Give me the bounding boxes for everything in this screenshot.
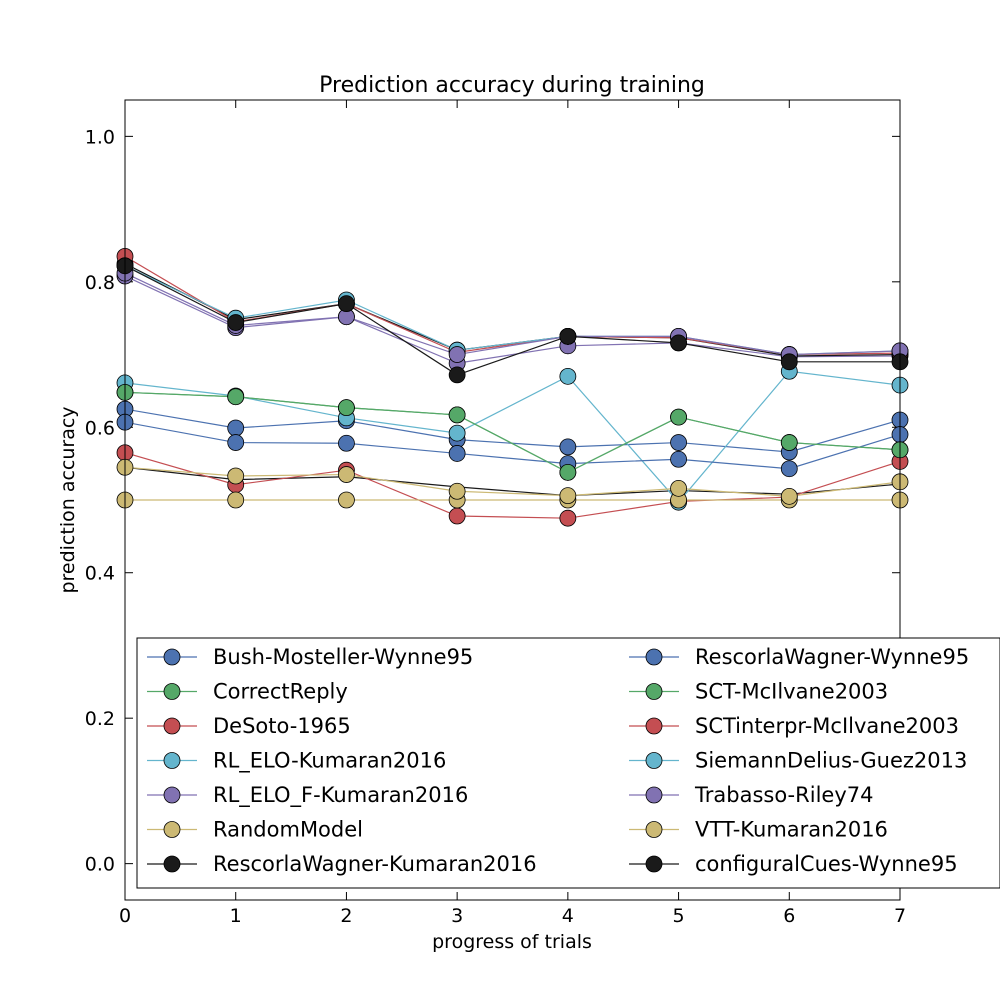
y-tick-label: 0.2 — [85, 708, 115, 730]
legend-marker — [163, 752, 181, 769]
x-tick-label: 1 — [230, 905, 242, 927]
data-point — [559, 327, 577, 345]
data-point — [448, 424, 466, 442]
x-axis-label: progress of trials — [432, 931, 592, 953]
series-line — [124, 265, 900, 376]
legend-label: Trabasso-Riley74 — [694, 783, 873, 807]
legend-marker — [163, 648, 181, 666]
x-tick-label: 6 — [783, 905, 795, 927]
data-point — [448, 445, 466, 462]
series-line — [124, 391, 901, 474]
series-line — [124, 255, 901, 356]
data-point — [448, 346, 466, 363]
data-point — [338, 466, 355, 483]
series-lines — [124, 255, 901, 519]
extra-series-line — [124, 466, 901, 497]
data-point — [670, 334, 687, 352]
y-tick-label: 0.4 — [85, 563, 115, 585]
y-tick-label: 0.0 — [85, 854, 115, 876]
legend-label: RandomModel — [213, 818, 363, 842]
data-point — [670, 434, 687, 451]
data-point — [227, 491, 245, 509]
plot-frame — [124, 99, 901, 901]
data-point — [670, 479, 687, 497]
data-point — [227, 314, 245, 331]
data-point — [448, 366, 466, 384]
data-point — [448, 406, 466, 424]
legend-marker — [645, 648, 663, 666]
legend-label: SCT-McIlvane2003 — [695, 680, 888, 704]
data-point — [780, 434, 798, 451]
legend-label: RescorlaWagner-Wynne95 — [695, 645, 969, 669]
x-tick-label: 3 — [451, 905, 463, 927]
data-point — [559, 463, 577, 481]
series-line — [124, 275, 901, 364]
data-point — [338, 434, 355, 452]
data-point — [338, 399, 355, 417]
legend: Bush-Mosteller-Wynne95 CorrectReply DeSoto… — [136, 637, 1000, 889]
legend-marker — [163, 786, 181, 804]
data-point — [227, 434, 245, 451]
legend-marker — [645, 786, 663, 804]
legend-label: configuralCues-Wynne95 — [695, 852, 958, 876]
legend-marker — [645, 752, 663, 769]
x-tick-label: 4 — [562, 905, 574, 927]
data-point — [670, 408, 687, 426]
legend-label: CorrectReply — [213, 680, 348, 704]
x-tick-label: 2 — [340, 905, 352, 927]
x-tick-label: 7 — [894, 905, 906, 927]
y-tick-label: 0.6 — [85, 417, 115, 439]
data-point — [559, 509, 577, 527]
legend-marker — [163, 855, 181, 873]
legend-label: RL_ELO-Kumaran2016 — [213, 749, 446, 774]
legend-label: SCTinterpr-McIlvane2003 — [695, 714, 959, 738]
legend-label: DeSoto-1965 — [213, 714, 351, 738]
legend-box — [136, 637, 1000, 889]
data-point — [448, 507, 466, 525]
legend-marker — [645, 855, 663, 873]
x-tick-label: 5 — [673, 905, 685, 927]
legend-label: SiemannDelius-Guez2013 — [695, 749, 967, 773]
series-line — [124, 265, 901, 356]
y-tick-label: 0.8 — [85, 272, 115, 294]
legend-marker — [645, 717, 663, 735]
legend-label: RescorlaWagner-Kumaran2016 — [213, 852, 537, 876]
legend-marker — [163, 683, 181, 700]
data-point — [559, 487, 577, 505]
y-tick-label: 1.0 — [85, 126, 115, 148]
series-markers — [116, 247, 909, 527]
data-point — [780, 460, 798, 478]
legend-label: VTT-Kumaran2016 — [695, 818, 888, 842]
legend-marker — [645, 821, 663, 838]
axis-ticks: 0 1 2 3 4 5 6 7 0.0 0.2 0.4 0.6 0.8 1.0 — [85, 100, 906, 927]
chart-title: Prediction accuracy during training — [319, 73, 705, 98]
legend-marker — [163, 821, 181, 838]
legend-marker — [645, 683, 663, 700]
data-point — [227, 467, 245, 485]
series-line — [124, 466, 901, 497]
series-line — [124, 421, 901, 470]
legend-marker — [163, 717, 181, 735]
data-point — [338, 491, 355, 509]
series-line — [124, 263, 901, 357]
data-point — [780, 353, 798, 371]
series-line — [124, 370, 901, 504]
legend-label: Bush-Mosteller-Wynne95 — [213, 645, 473, 669]
legend-label: RL_ELO_F-Kumaran2016 — [213, 783, 468, 808]
data-point — [559, 367, 577, 385]
y-axis-label: prediction accuracy — [57, 406, 79, 593]
x-tick-label: 0 — [119, 905, 131, 927]
series-line — [124, 452, 901, 519]
data-point — [227, 419, 245, 437]
data-point — [670, 450, 687, 468]
data-point — [227, 388, 245, 406]
data-point — [338, 295, 355, 313]
data-point — [780, 487, 798, 505]
data-point — [448, 482, 466, 500]
series-line — [124, 272, 901, 356]
data-point — [559, 438, 577, 456]
